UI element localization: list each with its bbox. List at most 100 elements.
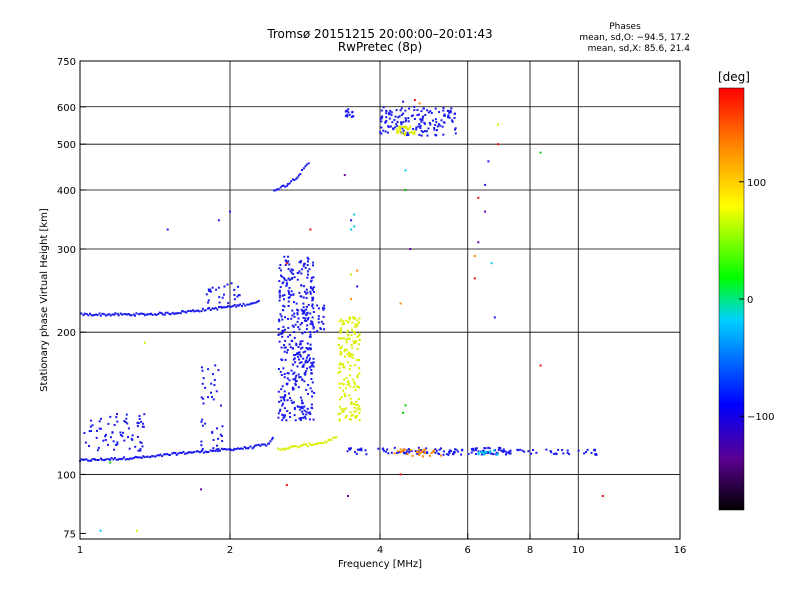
echo-point (252, 302, 255, 305)
echo-point (352, 340, 355, 343)
echo-point (301, 346, 304, 349)
echo-point (350, 228, 353, 231)
echo-point (353, 382, 356, 385)
echo-point (221, 440, 224, 442)
echo-point (287, 372, 290, 375)
echo-point (137, 456, 140, 459)
echo-point (271, 436, 274, 439)
echo-point (215, 288, 218, 291)
echo-point (301, 268, 303, 271)
echo-point (136, 422, 139, 425)
echo-point (283, 448, 286, 451)
echo-point (310, 320, 313, 323)
echo-point (263, 443, 266, 446)
echo-point (354, 332, 356, 335)
echo-point (287, 327, 290, 329)
echo-point (405, 119, 408, 122)
echo-point (202, 377, 205, 380)
echo-point (424, 114, 427, 116)
echo-point (418, 123, 421, 125)
echo-point (335, 436, 338, 439)
echo-point (339, 412, 342, 415)
echo-point (350, 403, 353, 405)
echo-point (352, 115, 354, 118)
echo-point (282, 304, 285, 307)
echo-point (327, 439, 330, 442)
echo-point (338, 320, 341, 323)
echo-point (300, 444, 303, 447)
echo-point (304, 417, 307, 420)
echo-point (448, 116, 451, 119)
echo-point (380, 126, 383, 129)
echo-point (297, 355, 299, 358)
echo-point (348, 316, 351, 319)
echo-point (166, 453, 168, 456)
echo-point (354, 341, 357, 344)
echo-point (413, 99, 416, 102)
echo-point (346, 383, 349, 386)
echo-point (312, 365, 315, 368)
echo-point (99, 457, 102, 460)
echo-point (439, 124, 442, 127)
echo-point (209, 288, 212, 291)
echo-point (433, 449, 435, 452)
echo-point (179, 312, 182, 315)
echo-point (161, 455, 164, 458)
echo-point (409, 449, 412, 452)
echo-point (303, 262, 306, 265)
echo-point (301, 332, 304, 335)
echo-point (349, 447, 352, 450)
echo-point (357, 448, 359, 451)
echo-point (148, 456, 151, 459)
echo-point (280, 332, 283, 335)
echo-point (358, 321, 361, 324)
echo-point (221, 425, 224, 428)
echo-point (350, 219, 353, 222)
echo-point (385, 109, 388, 112)
echo-point (487, 446, 490, 449)
echo-point (291, 324, 294, 327)
echo-point (280, 269, 283, 272)
echo-point (418, 448, 421, 451)
echo-point (301, 340, 304, 343)
echo-point (298, 328, 301, 331)
echo-point (349, 411, 352, 414)
echo-point (98, 420, 101, 423)
echo-point (483, 447, 486, 449)
echo-point (222, 306, 225, 309)
echo-point (303, 380, 306, 383)
echo-point (99, 314, 102, 317)
echo-point (200, 366, 203, 369)
echo-point (401, 127, 404, 130)
echo-point (339, 405, 342, 408)
echo-point (301, 309, 304, 312)
echo-point (213, 307, 216, 310)
x-tick-label: 8 (527, 545, 533, 556)
echo-point (285, 284, 288, 287)
echo-point (283, 390, 286, 393)
echo-point (390, 451, 393, 454)
echo-point (550, 451, 553, 454)
echo-point (298, 270, 301, 273)
echo-point (204, 386, 207, 389)
echo-point (430, 112, 433, 114)
echo-point (299, 376, 302, 379)
echo-point (210, 290, 212, 293)
echo-point (398, 128, 401, 131)
echo-point (278, 318, 280, 321)
echo-point (418, 113, 420, 116)
echo-point (291, 178, 294, 181)
echo-point (414, 450, 417, 453)
echo-point (279, 186, 282, 189)
echo-point (306, 318, 309, 321)
echo-point (568, 453, 571, 456)
echo-point (180, 452, 183, 454)
echo-point (279, 313, 282, 316)
echo-point (306, 276, 309, 279)
echo-point (260, 443, 263, 446)
echo-point (309, 331, 312, 333)
echo-point (338, 367, 341, 370)
echo-point (119, 431, 122, 434)
echo-point (424, 448, 426, 451)
echo-point (382, 447, 385, 450)
